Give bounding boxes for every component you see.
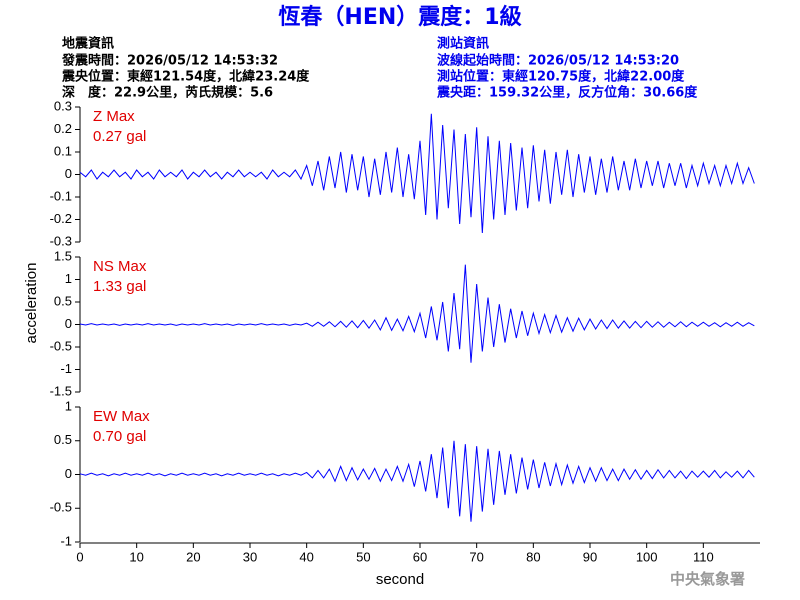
y-axis-label: acceleration: [23, 263, 40, 344]
info-line: 測站位置：東經120.75度，北緯22.00度: [437, 69, 685, 85]
x-tick-label: 20: [186, 549, 200, 564]
y-tick-label: 0: [65, 466, 72, 481]
x-tick-label: 90: [583, 549, 597, 564]
y-tick-label: 0.1: [54, 143, 72, 158]
y-tick-label: 1: [65, 398, 72, 413]
x-tick-label: 100: [636, 549, 658, 564]
x-tick-label: 10: [129, 549, 143, 564]
y-tick-label: 0: [65, 166, 72, 181]
y-tick-label: 0.2: [54, 121, 72, 136]
max-annotation: 1.33 gal: [93, 278, 146, 295]
y-tick-label: -1: [60, 361, 72, 376]
x-tick-label: 60: [413, 549, 427, 564]
info-line: 發震時間：2026/05/12 14:53:32: [61, 53, 278, 69]
info-heading: 地震資訊: [62, 36, 114, 52]
info-line: 震央距：159.32公里，反方位角：30.66度: [436, 85, 698, 101]
max-annotation: EW Max: [93, 408, 150, 425]
info-line: 震央位置：東經121.54度，北緯23.24度: [61, 69, 310, 85]
y-tick-label: 0: [65, 316, 72, 331]
max-annotation: 0.70 gal: [93, 428, 146, 445]
y-tick-label: 0.5: [54, 432, 72, 447]
y-tick-label: -0.1: [50, 188, 72, 203]
x-tick-label: 80: [526, 549, 540, 564]
x-tick-label: 50: [356, 549, 370, 564]
x-tick-label: 40: [299, 549, 313, 564]
y-tick-label: 0.5: [54, 293, 72, 308]
max-annotation: Z Max: [93, 108, 135, 125]
y-tick-label: -0.5: [50, 338, 72, 353]
y-tick-label: -1.5: [50, 383, 72, 398]
waveform: [79, 113, 755, 234]
waveform: [79, 440, 755, 522]
y-tick-label: -1: [60, 533, 72, 548]
x-tick-label: 110: [693, 549, 714, 564]
info-line: 深 度：22.9公里，芮氏規模：5.6: [62, 85, 273, 101]
y-tick-label: 1.5: [54, 248, 72, 263]
y-tick-label: -0.5: [50, 500, 72, 515]
y-tick-label: 1: [65, 271, 72, 286]
x-tick-label: 70: [469, 549, 483, 564]
info-line: 波線起始時間：2026/05/12 14:53:20: [437, 53, 679, 69]
max-annotation: 0.27 gal: [93, 128, 146, 145]
max-annotation: NS Max: [93, 258, 147, 275]
x-tick-label: 0: [76, 549, 83, 564]
info-heading: 測站資訊: [437, 36, 489, 52]
x-tick-label: 30: [243, 549, 257, 564]
y-tick-label: 0.3: [54, 98, 72, 113]
y-tick-label: -0.3: [50, 233, 72, 248]
x-axis-label: second: [376, 571, 424, 588]
chart-title: 恆春（HEN）震度：1級: [278, 4, 521, 30]
y-tick-label: -0.2: [50, 211, 72, 226]
waveform: [79, 264, 755, 363]
footer: 中央氣象署: [670, 570, 745, 588]
